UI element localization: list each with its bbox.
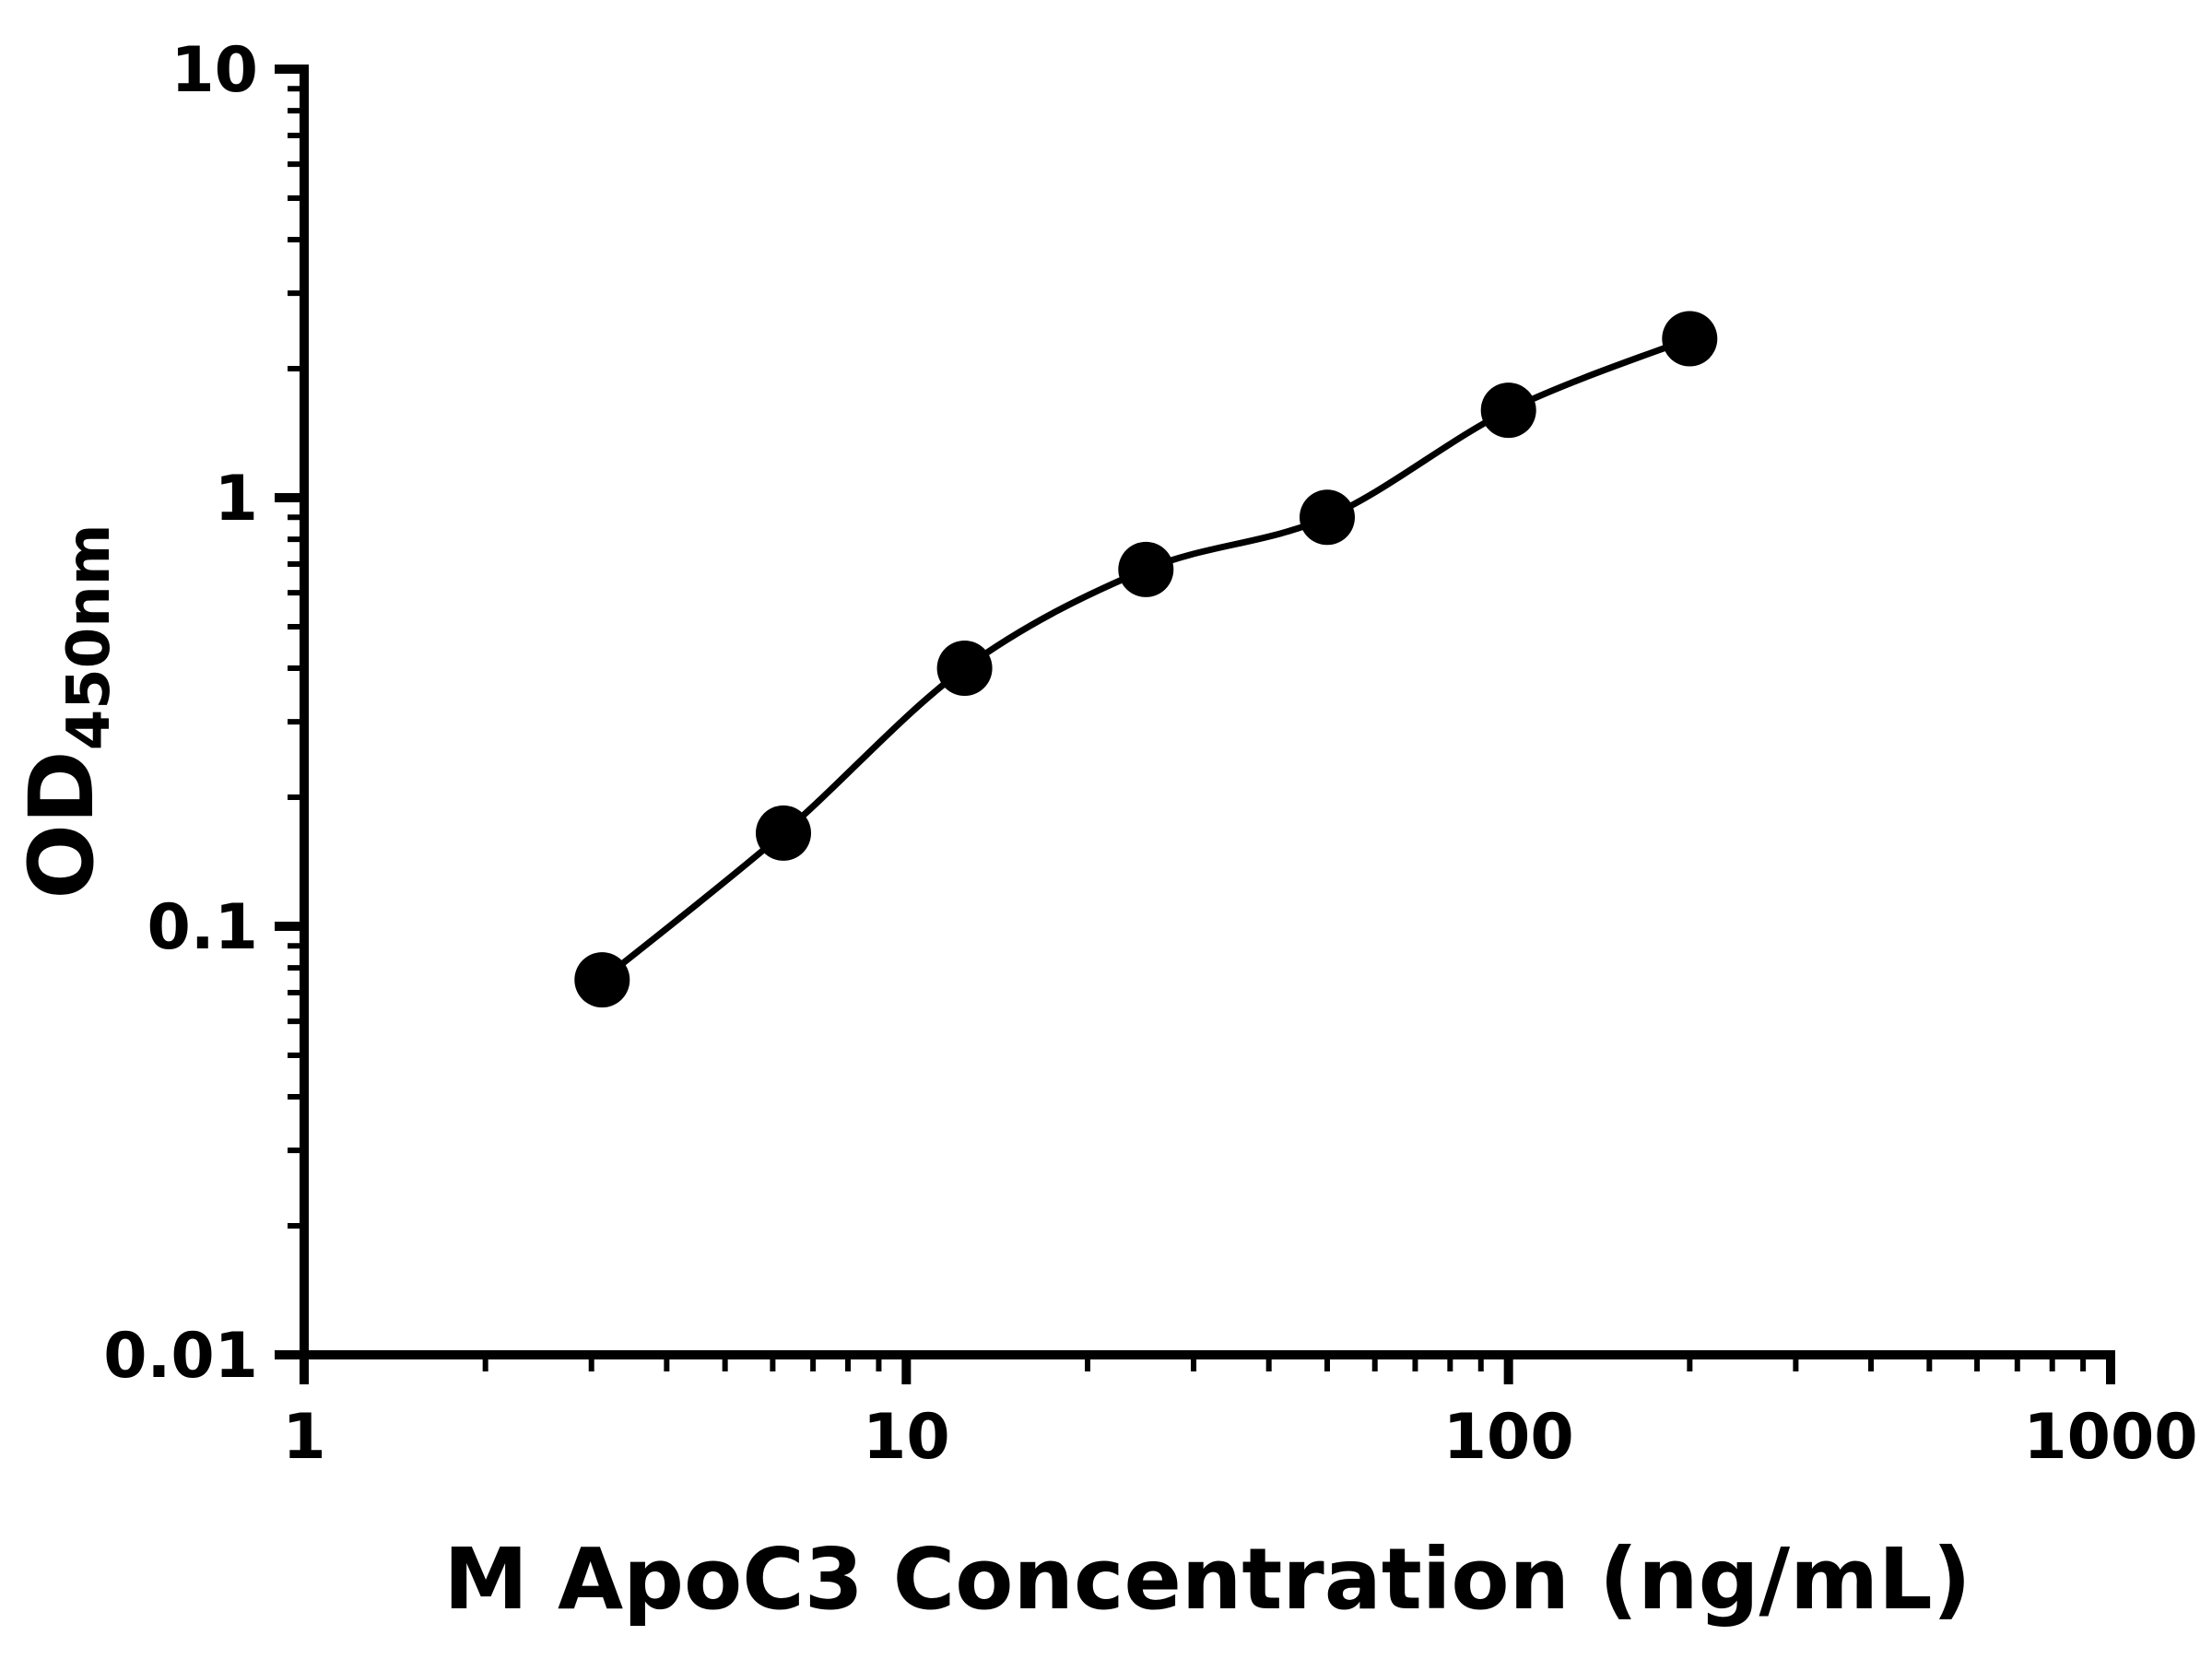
y-tick-label: 0.01 — [103, 1320, 258, 1393]
x-tick-label: 1 — [282, 1401, 325, 1474]
data-point — [1118, 541, 1174, 597]
x-tick-label: 1000 — [2023, 1401, 2197, 1474]
data-point — [574, 952, 630, 1008]
y-tick-label: 1 — [215, 463, 258, 535]
y-axis-title-main: OD — [10, 750, 113, 899]
x-tick-label: 100 — [1443, 1401, 1574, 1474]
x-axis-title: M ApoC3 Concentration (ng/mL) — [443, 1530, 1971, 1629]
y-tick-label: 10 — [171, 34, 258, 107]
data-point — [936, 641, 993, 696]
data-point — [756, 805, 811, 861]
plot-area: 1 10 100 1000 0.01 0.1 1 10 — [103, 34, 2197, 1474]
y-axis-title: OD450nm — [10, 524, 124, 899]
axis-lines — [300, 65, 2115, 1359]
fit-curve — [600, 335, 1691, 982]
y-axis-title-subscript: 450nm — [55, 524, 124, 750]
y-tick-label: 0.1 — [147, 891, 258, 964]
x-tick-label: 10 — [863, 1401, 950, 1474]
data-point — [1662, 311, 1718, 367]
data-point — [1300, 489, 1355, 546]
data-point — [1480, 382, 1536, 439]
